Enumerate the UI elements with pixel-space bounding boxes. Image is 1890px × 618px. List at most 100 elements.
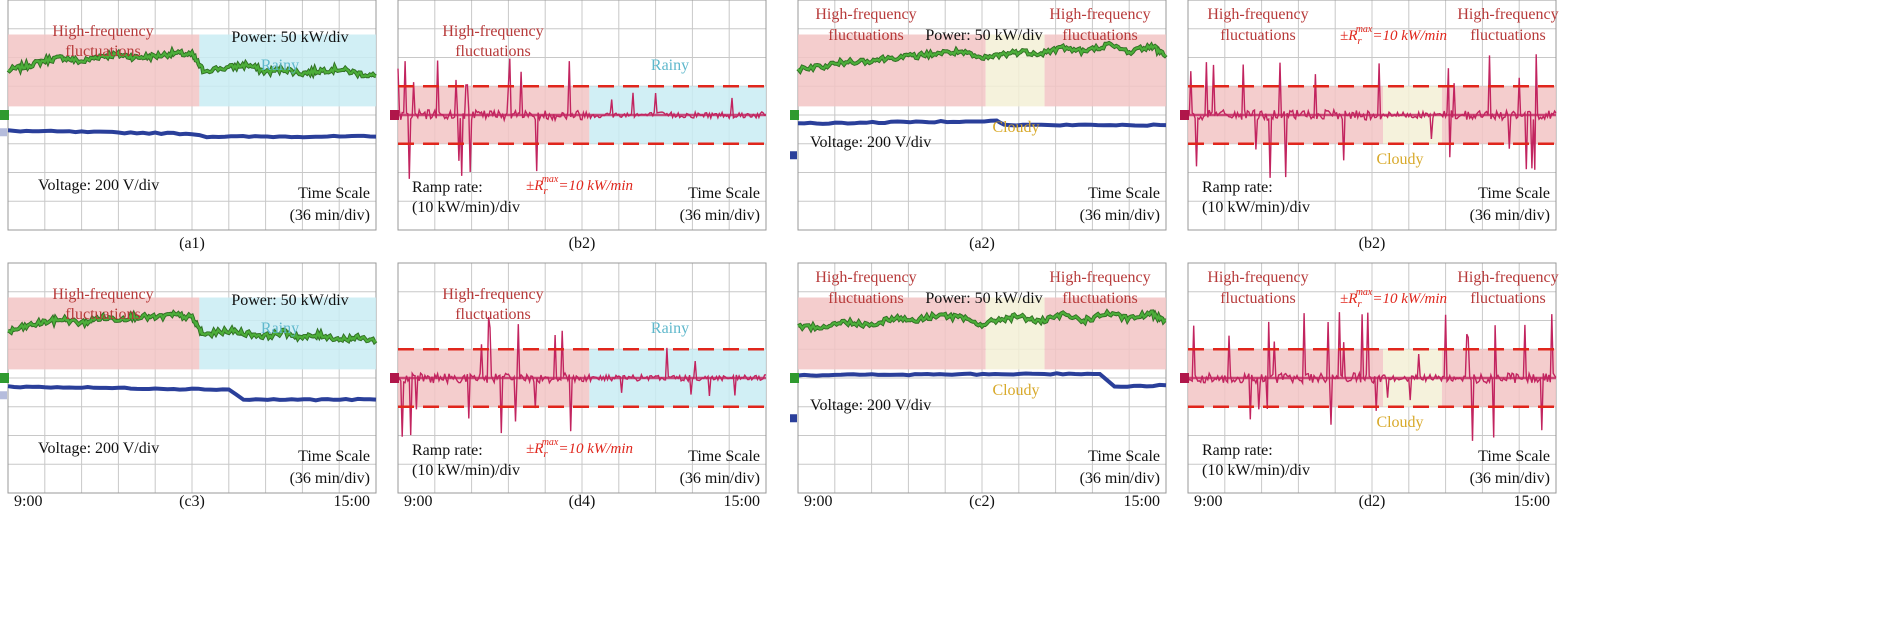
fluctuations-label: fluctuations [1220, 27, 1296, 44]
ramp-limit-label-part: ±R [526, 441, 543, 457]
high-frequency-label: High-frequency [1207, 6, 1308, 23]
channel-marker-power [0, 110, 9, 120]
ramp-limit-label: ±Rrmax=10 kW/min [1340, 24, 1447, 47]
panel-label: (b2) [569, 235, 596, 252]
fluctuations-label-right: fluctuations [1470, 27, 1546, 44]
zone-cloudy [985, 34, 1045, 107]
zone-high-frequency-fluctuations [798, 34, 986, 107]
power-scale-label: Power: 50 kW/div [231, 292, 348, 309]
voltage-scale-label: Voltage: 200 V/div [810, 397, 931, 414]
power-scale-label: Power: 50 kW/div [231, 29, 348, 46]
ramp-limit-label-part: ±R [1340, 28, 1357, 44]
x-tick-label-end: 15:00 [724, 493, 760, 510]
channel-marker-voltage [0, 391, 7, 400]
high-frequency-label-right: High-frequency [1049, 269, 1150, 286]
ramp-limit-label-part: ±R [526, 178, 543, 194]
high-frequency-label: High-frequency [52, 286, 153, 303]
time-scale-label: Time Scale [1478, 185, 1550, 202]
high-frequency-label-right: High-frequency [1049, 6, 1150, 23]
voltage-trace [797, 118, 1167, 128]
ramp-limit-label: ±Rrmax=10 kW/min [1340, 287, 1447, 310]
zone-cloudy [985, 297, 1045, 370]
ramp-limit-label-part: max [542, 174, 559, 185]
zone-high-frequency-fluctuations [1044, 297, 1166, 370]
channel-marker-power [0, 373, 9, 383]
zone-high-frequency-fluctuations [8, 34, 200, 107]
channel-marker-voltage [790, 151, 797, 160]
x-tick-label-end: 15:00 [1514, 493, 1550, 510]
ramp-limit-label-part: max [1356, 24, 1373, 35]
panel-d2-cloudy: High-frequency fluctuations High-frequency… [1180, 262, 1559, 510]
panel-label: (a2) [969, 235, 995, 252]
time-scale-label: Time Scale [1088, 185, 1160, 202]
ramp-limit-label-part: r [543, 185, 548, 197]
ramp-limit-label-part: max [1356, 287, 1373, 298]
power-trace [7, 47, 377, 78]
ramp-limit-label-part: r [543, 448, 548, 460]
voltage-trace [7, 384, 377, 403]
panel-d4-rainy: High-frequency fluctuations Rainy ±Rrmax=10… [390, 262, 767, 510]
ramp-limit-label-part: max [542, 437, 559, 448]
ramp-scale-label: Ramp rate: [1202, 442, 1273, 459]
x-tick-label-start: 9:00 [1194, 493, 1222, 510]
panel-b2-cloudy: High-frequency fluctuations High-frequency… [1180, 0, 1559, 252]
high-frequency-label: High-frequency [442, 23, 543, 40]
panel-label: (d4) [569, 493, 596, 510]
ramp-limit-label-part: ±R [1340, 291, 1357, 307]
cloudy-label: Cloudy [992, 119, 1039, 136]
ramp-limit-label-part: r [1357, 298, 1362, 310]
panel-label: (a1) [179, 235, 205, 252]
ramp-limit-label-part: =10 kW/min [1372, 291, 1447, 307]
channel-marker-power [790, 110, 799, 120]
panel-label: (d2) [1359, 493, 1386, 510]
voltage-scale-label: Voltage: 200 V/div [38, 177, 159, 194]
time-scale-label: Time Scale [298, 185, 370, 202]
fluctuations-label: fluctuations [65, 43, 141, 60]
fluctuations-label-right: fluctuations [1062, 290, 1138, 307]
ramp-scale-value: (10 kW/min)/div [1202, 462, 1310, 479]
power-scale-label: Power: 50 kW/div [925, 290, 1042, 307]
time-scale-value: (36 min/div) [680, 207, 760, 224]
fluctuations-label-right: fluctuations [1062, 27, 1138, 44]
ramp-limit-label-part: =10 kW/min [558, 178, 633, 194]
panel-label: (c3) [179, 493, 205, 510]
high-frequency-label-right: High-frequency [1457, 6, 1558, 23]
zone-high-frequency-fluctuations [798, 297, 986, 370]
time-scale-value: (36 min/div) [290, 207, 370, 224]
time-scale-value: (36 min/div) [1080, 207, 1160, 224]
panel-a2-cloudy: High-frequency fluctuations High-frequency… [790, 0, 1168, 252]
rainy-label: Rainy [651, 320, 689, 337]
ramp-scale-label: Ramp rate: [1202, 179, 1273, 196]
cloudy-label: Cloudy [1376, 151, 1423, 168]
panel-b2-rainy: High-frequency fluctuations Rainy ±Rrmax=10… [390, 0, 767, 252]
channel-marker-power [790, 373, 799, 383]
panel-c3-rainy: High-frequency fluctuations Power: 50 kW/d… [0, 262, 378, 510]
fluctuations-label: fluctuations [455, 306, 531, 323]
time-scale-value: (36 min/div) [1080, 470, 1160, 487]
high-frequency-label: High-frequency [1207, 269, 1308, 286]
time-scale-label: Time Scale [688, 185, 760, 202]
x-tick-label-start: 9:00 [404, 493, 432, 510]
channel-marker-ramp [390, 373, 399, 383]
x-tick-label-start: 9:00 [14, 493, 42, 510]
x-tick-label-end: 15:00 [1124, 493, 1160, 510]
channel-marker-ramp [1180, 110, 1189, 120]
voltage-trace [7, 128, 377, 140]
rainy-label: Rainy [651, 57, 689, 74]
voltage-scale-label: Voltage: 200 V/div [810, 134, 931, 151]
voltage-scale-label: Voltage: 200 V/div [38, 440, 159, 457]
time-scale-value: (36 min/div) [1470, 207, 1550, 224]
power-trace [797, 309, 1167, 332]
time-scale-label: Time Scale [298, 448, 370, 465]
ramp-limit-label: ±Rrmax=10 kW/min [526, 437, 633, 460]
ramp-rate-trace [1187, 312, 1557, 441]
ramp-limit-label: ±Rrmax=10 kW/min [526, 174, 633, 197]
panel-c2-cloudy: High-frequency fluctuations High-frequency… [790, 262, 1167, 510]
time-scale-label: Time Scale [1088, 448, 1160, 465]
zone-high-frequency-fluctuations [8, 297, 200, 370]
time-scale-value: (36 min/div) [290, 470, 370, 487]
high-frequency-label: High-frequency [815, 269, 916, 286]
fluctuations-label-right: fluctuations [1470, 290, 1546, 307]
ramp-scale-label: Ramp rate: [412, 179, 483, 196]
